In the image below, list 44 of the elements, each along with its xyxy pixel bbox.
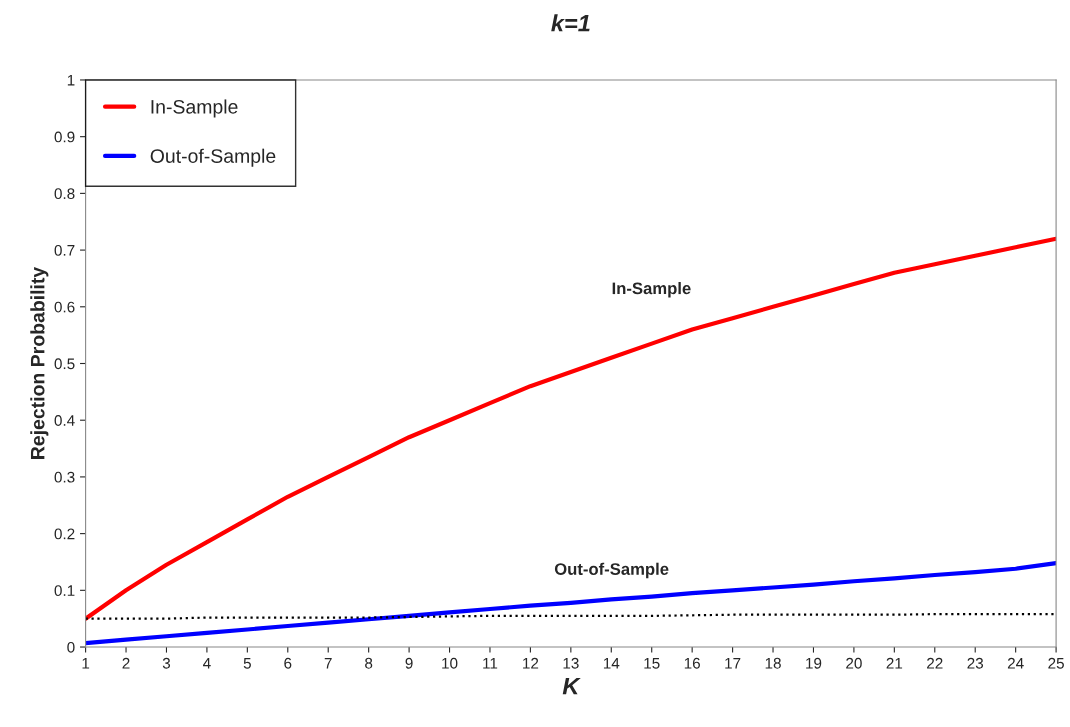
line-series: [85, 236, 1057, 621]
x-tick-label: 22: [927, 657, 943, 669]
x-tick-label: 11: [483, 658, 498, 669]
y-tick-label: 0.2: [54, 528, 75, 540]
annotation: Out-of-Sample: [554, 562, 669, 579]
chart-title: k=1: [551, 14, 590, 32]
x-tick-label: 15: [644, 658, 660, 669]
x-tick-label: 16: [684, 657, 700, 669]
y-tick-label: 0.1: [54, 585, 75, 597]
y-tick-label: 0: [67, 641, 75, 653]
x-tick-label: 14: [603, 658, 620, 669]
x-tick-label: 20: [846, 657, 862, 669]
y-tick-label: 0.8: [54, 188, 75, 200]
x-tick-label: 6: [284, 657, 292, 669]
x-tick-label: 8: [365, 657, 373, 669]
x-tick-label: 17: [725, 658, 741, 669]
x-tick-label: 19: [806, 657, 822, 669]
y-tick-label: 0.5: [54, 358, 75, 370]
y-tick-label: 0.7: [54, 244, 75, 256]
y-axis-title: Rejection Probability: [30, 266, 49, 459]
legend-label: Out-of-Sample: [150, 148, 276, 167]
x-tick-label: 10: [442, 657, 458, 669]
x-tick-label: 18: [765, 657, 781, 669]
x-tick-label: 9: [405, 657, 413, 669]
x-tick-label: 25: [1048, 657, 1064, 669]
y-tick-label: 0.9: [54, 131, 75, 143]
y-tick-label: 0.3: [54, 471, 75, 483]
x-tick-label: 21: [886, 657, 903, 669]
y-tick-label: 0.6: [54, 301, 75, 313]
x-tick-label: 4: [203, 658, 211, 669]
x-tick-label: 1: [82, 658, 90, 669]
x-tick-label: 7: [324, 658, 332, 669]
x-tick-label: 24: [1007, 657, 1024, 669]
annotation: In-Sample: [612, 282, 691, 298]
x-axis-title: K: [562, 678, 581, 695]
x-tick-label: 23: [967, 657, 984, 669]
y-tick-label: 0.4: [54, 415, 75, 426]
x-tick-label: 12: [523, 657, 539, 669]
y-tick-label: 1: [67, 75, 75, 86]
x-tick-label: 13: [563, 657, 579, 669]
x-tick-label: 3: [162, 657, 171, 669]
x-tick-label: 5: [243, 658, 251, 669]
x-tick-label: 2: [122, 657, 130, 669]
legend-label: In-Sample: [151, 99, 238, 118]
